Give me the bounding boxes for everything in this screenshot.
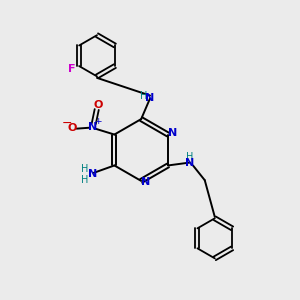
Text: N: N (168, 128, 177, 138)
Text: H: H (140, 91, 147, 101)
Text: N: N (141, 177, 150, 188)
Text: H: H (81, 175, 88, 184)
Text: N: N (88, 169, 97, 179)
Text: +: + (94, 117, 102, 126)
Text: O: O (94, 100, 103, 110)
Text: N: N (88, 122, 97, 132)
Text: −: − (61, 117, 72, 130)
Text: N: N (146, 94, 154, 103)
Text: H: H (81, 164, 88, 174)
Text: N: N (185, 158, 195, 167)
Text: O: O (68, 123, 77, 133)
Text: F: F (68, 64, 76, 74)
Text: H: H (186, 152, 194, 162)
